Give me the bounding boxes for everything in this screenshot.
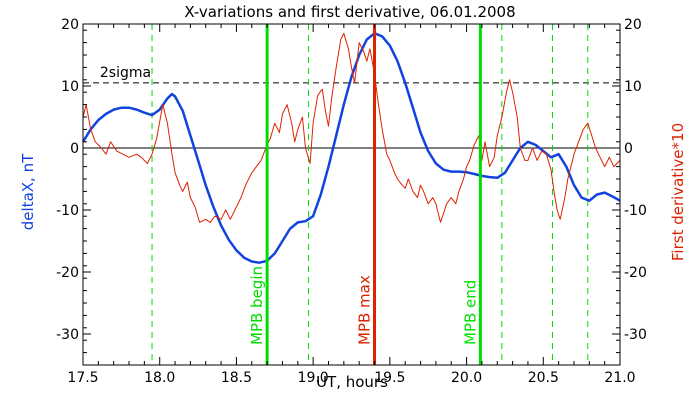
x-tick-label-1: 18.0 [144,370,175,386]
threshold-label: 2sigma [100,65,151,81]
y-axis-label-left: deltaX, nT [19,153,37,230]
x-tick-label-3: 19.0 [298,370,329,386]
series-line-0 [81,32,621,264]
y-tick-label-left-0: 20 [61,17,79,33]
x-tick-label-0: 17.5 [67,370,98,386]
plot-frame [82,23,621,366]
x-tick-label-6: 20.5 [528,370,559,386]
x-tick-label-2: 18.5 [221,370,252,386]
axis-ticks: 17.5 18.0 18.5 19.0 19.5 20.0 20.5 21.0 20 20 10 10… [56,17,647,386]
y-tick-label-right-1: 10 [624,79,642,95]
x-tick-label-7: 21.0 [604,370,635,386]
y-tick-label-right-4: -20 [624,265,647,281]
y-tick-label-left-4: -20 [56,265,79,281]
marker-label-0: MPB begin [248,266,266,345]
y-tick-label-right-5: -30 [624,327,647,343]
y-tick-label-right-3: -10 [624,203,647,219]
y-tick-label-right-2: 0 [624,141,633,157]
foreground-marks: MPB begin MPB max MPB end [248,24,482,365]
series-line-1 [82,32,621,223]
y-tick-label-left-1: 10 [61,79,79,95]
marker-label-2: MPB end [461,280,479,345]
series-group [81,32,621,264]
y-tick-label-left-2: 0 [70,141,79,157]
x-axis-label: UT, hours [316,373,388,391]
x-tick-label-4: 19.5 [374,370,405,386]
chart-title: X-variations and first derivative, 06.01… [184,3,515,21]
y-axis-label-right: First derivative*10 [669,123,687,261]
y-tick-label-right-0: 20 [624,17,642,33]
y-tick-label-left-5: -30 [56,327,79,343]
background-marks: 2sigma [83,24,620,365]
x-tick-label-5: 20.0 [451,370,482,386]
marker-label-1: MPB max [356,275,374,345]
y-tick-label-left-3: -10 [56,203,79,219]
